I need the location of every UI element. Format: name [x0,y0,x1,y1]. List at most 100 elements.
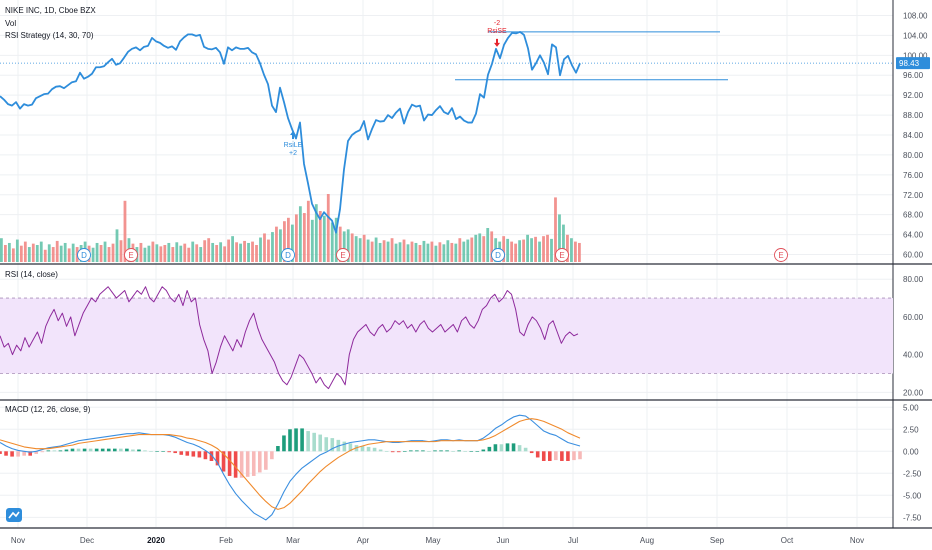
macd-histogram-bar [511,443,516,452]
macd-histogram-bar [264,451,268,470]
macd-histogram-bar [541,451,546,461]
macd-histogram-bar [173,451,178,454]
volume-bar [422,240,426,262]
volume-bar [267,239,270,262]
volume-bar [298,206,302,262]
macd-histogram-bar [330,438,335,452]
volume-bar [195,244,199,262]
macd-histogram-bar [348,443,353,452]
event-marker-letter: D [285,251,291,260]
volume-bar [362,234,366,262]
volume-bar [506,238,510,262]
macd-histogram-bar [88,448,93,452]
macd-histogram-bar [415,450,419,452]
volume-bar [71,243,75,262]
macd-tick-label: 0.00 [903,447,919,456]
macd-histogram-bar [82,448,87,452]
buy-signal[interactable]: RsiLE+2 [284,131,303,157]
earnings-marker[interactable]: E [555,248,569,262]
macd-histogram-bar [535,451,540,458]
volume-bar [119,240,123,262]
time-tick-label: May [425,536,440,545]
macd-histogram-bar [119,448,123,452]
volume-bar [55,240,59,262]
volume-bar [358,238,362,262]
volume-bar [27,247,31,262]
macd-histogram-bar [427,451,431,452]
volume-bar [386,241,390,262]
earnings-marker[interactable]: E [124,248,138,262]
time-tick-label: Jul [568,536,578,545]
macd-histogram-bar [318,434,323,452]
macd-histogram-bar [384,451,389,452]
time-tick-label: Nov [11,536,25,545]
macd-tick-label: -2.50 [903,469,922,478]
volume-bar [175,242,179,262]
earnings-marker[interactable]: E [336,248,350,262]
volume-bar [318,211,322,262]
macd-histogram-bar [16,451,20,457]
volume-bar [378,242,382,262]
volume-bar [107,247,111,262]
volume-bar [310,219,314,262]
volume-bar [354,236,358,262]
macd-histogram-bar [469,451,474,452]
volume-bar [334,217,338,262]
dividend-marker[interactable]: D [281,248,295,262]
price-line [0,31,581,234]
volume-bar [370,241,374,262]
macd-histogram-bar [421,450,425,452]
volume-bar [227,239,231,262]
volume-bar [366,239,370,262]
volume-bar [430,241,434,262]
dividend-marker[interactable]: D [491,248,505,262]
volume-bar [219,242,223,262]
volume-bar [342,231,346,262]
price-tick-label: 80.00 [903,151,924,160]
time-tick-label: Nov [850,536,864,545]
macd-histogram-bar [143,450,147,452]
volume-bar [466,239,470,262]
macd-histogram-bar [94,448,99,452]
event-marker-circle [774,248,788,262]
volume-bar [382,240,386,262]
macd-histogram-bar [294,428,298,452]
macd-histogram-bar [197,451,202,458]
volume-bar [478,233,482,262]
volume-bar [147,245,151,262]
volume-bar [566,234,569,262]
volume-bar [538,241,541,262]
macd-histogram-bar [239,451,244,478]
volume-bar [123,200,127,262]
earnings-marker[interactable]: E [774,248,788,262]
macd-histogram-bar [215,451,220,466]
volume-bar [259,237,262,262]
volume-bar [179,245,183,262]
macd-histogram-bar [402,451,407,452]
dividend-marker[interactable]: D [77,248,91,262]
macd-histogram-bar [288,429,292,452]
volume-bar [402,239,406,262]
price-tick-label: 68.00 [903,211,924,220]
volume-bar [486,228,490,262]
volume-bar [0,238,3,262]
event-marker-letter: D [81,251,87,260]
price-tick-label: 96.00 [903,71,924,80]
macd-histogram-bar [185,451,190,456]
event-marker-letter: E [340,251,345,260]
tradingview-logo-icon[interactable] [6,508,22,522]
sell-signal-label: RsiSE [487,28,507,35]
macd-histogram-bar [396,451,401,453]
volume-bar [570,238,573,262]
volume-bar [11,248,15,262]
volume-bar [275,226,278,262]
volume-bar [223,246,227,262]
volume-bar [103,241,107,262]
volume-bar [251,241,254,262]
volume-bar [115,229,119,262]
volume-bar [398,242,402,262]
rsi-line [0,286,579,390]
